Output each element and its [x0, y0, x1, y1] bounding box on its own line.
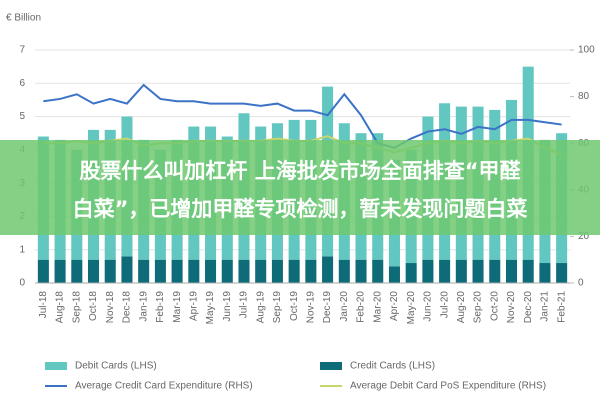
y2-tick-label: 0: [578, 278, 584, 289]
x-tick-label: Nov-20: [506, 291, 517, 324]
x-tick-label: Jan-20: [339, 291, 350, 322]
bar: [455, 259, 467, 283]
x-tick-label: Aug-18: [55, 291, 66, 324]
y2-tick-label: 100: [578, 45, 595, 56]
legend-swatch: [45, 362, 67, 370]
x-tick-label: Feb-19: [155, 291, 166, 323]
bar: [556, 263, 568, 283]
x-tick-label: Aug-19: [255, 291, 266, 324]
bar: [355, 259, 367, 283]
bar: [522, 259, 534, 283]
line: [43, 83, 562, 149]
bar: [388, 266, 400, 283]
y2-tick-label: 80: [578, 91, 590, 102]
x-tick-label: Dec-20: [523, 291, 534, 324]
x-tick-label: Sep-18: [71, 291, 82, 324]
bar: [87, 259, 100, 283]
x-tick-label: Feb-21: [556, 291, 567, 323]
x-tick-label: Dec-19: [322, 291, 333, 324]
x-tick-label: Jul-18: [38, 291, 49, 319]
bar: [104, 259, 116, 283]
bar: [37, 259, 49, 283]
x-tick-label: Feb-20: [356, 291, 367, 323]
x-tick-label: Jan-19: [138, 291, 149, 322]
banner-bg: [0, 140, 600, 235]
x-tick-label: Aug-20: [456, 291, 467, 324]
x-tick-label: Mar-20: [372, 291, 383, 323]
banner-text: 白菜”，已增加甲醛专项检测，暂未发现问题白菜: [73, 197, 528, 221]
bar: [138, 259, 150, 283]
x-tick-label: Oct-20: [489, 291, 500, 321]
bar: [505, 259, 518, 283]
bar: [205, 259, 217, 283]
x-tick-label: Oct-19: [289, 291, 300, 321]
bar: [188, 259, 200, 283]
bar: [472, 259, 484, 283]
banner-text: 股票什么叫加杠杆 上海批发市场全面排查“甲醛: [79, 159, 521, 183]
x-tick-label: Jun-20: [423, 291, 434, 322]
bar: [271, 259, 283, 283]
bar: [338, 259, 350, 283]
x-tick-label: May-19: [205, 291, 216, 325]
y-tick-label: 0: [19, 278, 25, 289]
y2-tick-label: 20: [578, 231, 590, 242]
legend-label: Average Debit Card PoS Expenditure (RHS): [350, 381, 546, 392]
x-tick-label: Apr-19: [188, 291, 199, 321]
legend-label: Average Credit Card Expenditure (RHS): [75, 381, 253, 392]
x-tick-label: Mar-19: [172, 291, 183, 323]
bar: [255, 259, 267, 283]
bar: [221, 259, 233, 283]
bar: [54, 259, 66, 283]
legend-swatch: [320, 362, 342, 370]
bar: [405, 263, 417, 283]
y-tick-label: 7: [19, 45, 25, 56]
y-tick-label: 6: [19, 78, 25, 89]
y-axis-label: € Billion: [6, 13, 41, 24]
bar: [305, 259, 317, 283]
x-tick-label: Sep-19: [272, 291, 283, 324]
x-tick-label: Jul-20: [439, 291, 450, 319]
bar: [154, 259, 166, 283]
x-tick-label: May-20: [406, 291, 417, 325]
bar: [439, 259, 451, 283]
y-tick-label: 5: [19, 111, 25, 122]
bar: [171, 259, 183, 283]
y-tick-label: 1: [19, 244, 25, 255]
legend-label: Credit Cards (LHS): [350, 361, 435, 372]
bar: [539, 263, 551, 283]
bar: [288, 259, 300, 283]
x-tick-label: Sep-20: [473, 291, 484, 324]
x-tick-label: Apr-20: [389, 291, 400, 321]
x-tick-label: Jan-21: [540, 291, 551, 322]
x-tick-label: Oct-18: [88, 291, 99, 321]
bar: [489, 259, 501, 283]
x-tick-label: Nov-19: [306, 291, 317, 324]
legend-label: Debit Cards (LHS): [75, 361, 157, 372]
bar: [322, 256, 334, 283]
bar: [238, 259, 250, 283]
bar: [422, 259, 434, 283]
bar: [121, 256, 133, 283]
bar: [71, 259, 83, 283]
x-tick-label: Jul-19: [239, 291, 250, 319]
x-tick-label: Jun-19: [222, 291, 233, 322]
bar: [372, 259, 384, 283]
x-tick-label: Nov-18: [105, 291, 116, 324]
x-tick-label: Dec-18: [122, 291, 133, 324]
